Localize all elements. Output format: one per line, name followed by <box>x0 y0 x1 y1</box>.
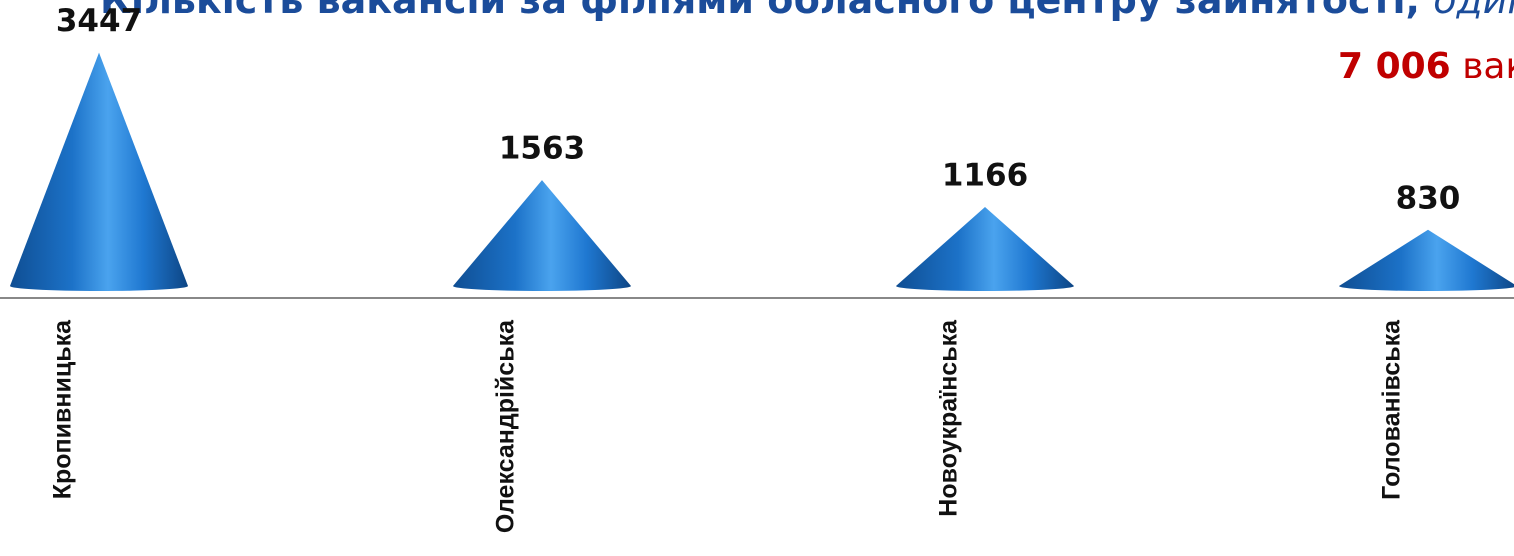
x-tick-label: Новоукраїнська <box>935 319 963 517</box>
annotation: 7 006 вакансій <box>1338 46 1514 87</box>
chart-title: Кількість вакансій за філіями обласного … <box>100 0 1514 22</box>
cone <box>896 207 1074 291</box>
x-tick-label: Голованівська <box>1378 319 1406 500</box>
value-label: 1563 <box>499 131 585 167</box>
value-label: 830 <box>1396 180 1461 216</box>
cone <box>10 52 188 292</box>
x-tick-label: Олександрійська <box>492 319 520 533</box>
x-tick-label: Кропивницька <box>49 319 77 499</box>
cone <box>453 180 631 291</box>
value-label: 1166 <box>942 158 1028 194</box>
cone <box>1339 229 1514 291</box>
value-label: 3447 <box>56 3 142 39</box>
